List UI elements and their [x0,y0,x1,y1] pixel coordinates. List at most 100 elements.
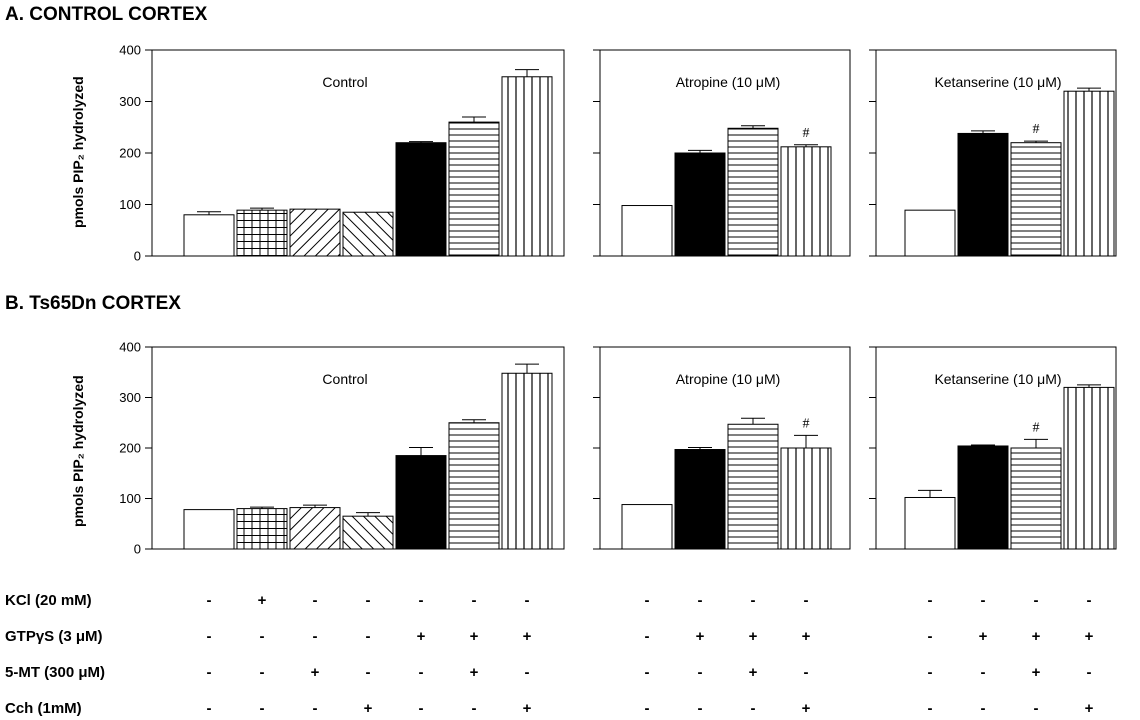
y-axis-label-b: pmols PIP₂ hydrolyzed [70,375,86,527]
bar [1063,386,1115,550]
condition-sign: + [979,628,988,645]
condition-sign: - [928,628,933,645]
bar [904,496,956,550]
significance-mark: # [1033,420,1040,435]
condition-sign: - [260,664,265,681]
condition-sign: - [525,664,530,681]
condition-label: GTPγS (3 μM) [5,628,103,645]
significance-mark: # [1033,122,1040,137]
condition-sign: + [1032,664,1041,681]
bar [780,146,832,257]
condition-sign: - [260,700,265,717]
panel-title: Atropine (10 μM) [676,371,781,387]
bar [904,209,956,257]
condition-label: KCl (20 mM) [5,592,92,609]
bar [342,515,394,550]
condition-sign: - [1034,700,1039,717]
condition-sign: + [523,628,532,645]
condition-sign: - [1034,592,1039,609]
panel-title: Atropine (10 μM) [676,74,781,90]
condition-sign: - [207,700,212,717]
condition-sign: + [258,592,267,609]
bar [621,205,673,257]
condition-sign: - [313,592,318,609]
y-tick-label: 400 [119,43,141,58]
bar [236,508,288,550]
condition-sign: - [419,700,424,717]
condition-sign: - [260,628,265,645]
condition-sign: + [417,628,426,645]
condition-label: 5-MT (300 μM) [5,664,105,681]
bar [780,447,832,550]
bar [395,455,447,550]
bar [342,211,394,257]
condition-sign: - [419,592,424,609]
condition-sign: - [928,664,933,681]
condition-sign: + [802,628,811,645]
significance-mark: # [803,416,810,431]
condition-sign: - [366,664,371,681]
plots-layer: 0 100 200 300 400 Control Atropine (10 μM) # Ket… [119,43,1117,557]
bar [183,509,235,550]
condition-sign: + [802,700,811,717]
condition-sign: - [313,628,318,645]
condition-sign: - [207,628,212,645]
bar [448,121,500,257]
condition-sign: + [1085,700,1094,717]
condition-sign: + [364,700,373,717]
bar [621,504,673,550]
condition-sign: - [698,592,703,609]
y-tick-label: 0 [134,542,141,557]
bar [501,372,553,550]
condition-sign: - [1087,592,1092,609]
condition-sign: - [645,592,650,609]
bar [727,423,779,550]
condition-sign: - [207,592,212,609]
condition-sign: + [1032,628,1041,645]
bar [395,142,447,257]
y-tick-label: 300 [119,390,141,405]
condition-sign: + [470,628,479,645]
panel-title: Ketanserine (10 μM) [934,371,1061,387]
y-tick-label: 200 [119,441,141,456]
bar [1010,447,1062,550]
condition-sign: + [523,700,532,717]
condition-sign: + [749,664,758,681]
y-tick-label: 200 [119,146,141,161]
panel-title: Ketanserine (10 μM) [934,74,1061,90]
bar [1010,142,1062,257]
condition-sign: - [1087,664,1092,681]
condition-sign: - [525,592,530,609]
condition-sign: - [698,664,703,681]
condition-sign: - [981,664,986,681]
panel-title: Control [322,371,367,387]
condition-sign: - [313,700,318,717]
bar [674,152,726,257]
condition-sign: - [472,592,477,609]
y-tick-label: 100 [119,197,141,212]
y-tick-label: 400 [119,340,141,355]
y-axis-label-a: pmols PIP₂ hydrolyzed [70,76,86,228]
bar [957,132,1009,257]
condition-sign: - [645,628,650,645]
condition-sign: - [645,700,650,717]
condition-sign: - [472,700,477,717]
panel-title: Control [322,74,367,90]
condition-sign: + [749,628,758,645]
bar [1063,90,1115,257]
bar [674,449,726,550]
condition-sign: - [645,664,650,681]
y-tick-label: 100 [119,491,141,506]
condition-sign: - [698,700,703,717]
condition-sign: - [804,664,809,681]
condition-sign: + [311,664,320,681]
condition-sign: - [419,664,424,681]
condition-sign: - [366,592,371,609]
condition-sign: + [696,628,705,645]
bar [727,127,779,257]
condition-sign: - [751,592,756,609]
significance-mark: # [803,126,810,141]
condition-label: Cch (1mM) [5,700,82,717]
condition-sign: + [1085,628,1094,645]
